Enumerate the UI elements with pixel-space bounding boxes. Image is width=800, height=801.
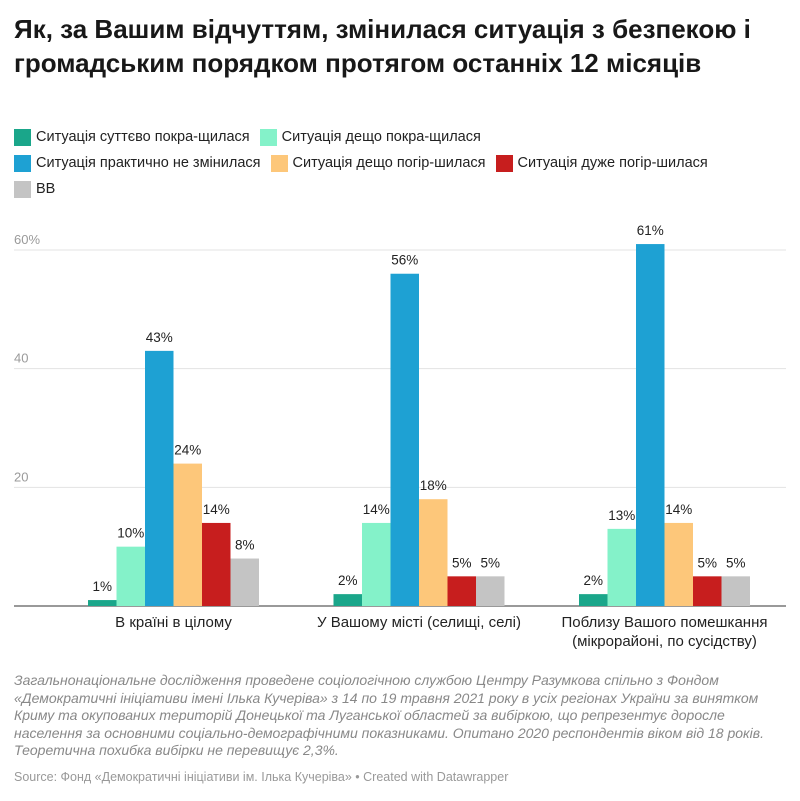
bar (116, 546, 145, 606)
bar (333, 594, 362, 606)
bar (447, 576, 476, 606)
bar-value-label: 14% (665, 502, 692, 517)
y-tick-label: 60% (14, 232, 40, 247)
bar-value-label: 56% (391, 253, 418, 268)
legend-item: Ситуація практично не змінилася (14, 154, 261, 172)
legend-swatch (270, 154, 288, 172)
bar-chart: 20 40 60% 1% 10% 43% 24% 14% 8% В країні в цілому… (14, 223, 786, 650)
legend-swatch (14, 154, 31, 172)
bar-value-label: 5% (697, 555, 717, 570)
x-category-label: У Вашому місті (селищі, селі) (317, 614, 521, 631)
bar (202, 522, 231, 606)
legend-swatch (495, 154, 513, 172)
chart-notes: Загальнонаціональне дослідження проведен… (14, 672, 764, 758)
bar-value-label: 5% (480, 555, 500, 570)
bar-value-label: 2% (338, 573, 358, 588)
bar-value-label: 10% (117, 526, 144, 541)
bar (579, 594, 608, 606)
bar (607, 528, 636, 606)
bar (693, 576, 722, 606)
bar (362, 522, 391, 606)
bar (721, 576, 750, 606)
bar-value-label: 18% (420, 478, 447, 493)
legend-item: ВВ (14, 180, 56, 198)
legend-label: Ситуація дуже погір-шилася (517, 155, 708, 171)
bar-value-label: 5% (726, 555, 746, 570)
x-category-label: (мікрорайоні, по сусідству) (572, 633, 757, 650)
legend-label: Ситуація практично не змінилася (36, 155, 261, 171)
chart-source: Source: Фонд «Демократичні ініціативи ім… (14, 770, 509, 784)
legend-item: Ситуація дуже погір-шилася (495, 154, 708, 172)
legend-label: Ситуація суттєво покра-щилася (36, 129, 250, 145)
bar-value-label: 14% (363, 502, 390, 517)
bar (88, 600, 117, 606)
bar (173, 463, 202, 606)
legend-label: Ситуація дещо погір-шилася (292, 155, 486, 171)
bar-value-label: 2% (583, 573, 603, 588)
bar-value-label: 24% (174, 443, 201, 458)
bar-value-label: 43% (146, 330, 173, 345)
bar-value-label: 61% (637, 223, 664, 238)
bar (664, 522, 693, 606)
legend-row: Ситуація практично не змінилася Ситуація … (14, 150, 794, 176)
bar (230, 558, 259, 606)
legend-label: ВВ (36, 181, 56, 197)
bar (636, 244, 665, 607)
bar-value-label: 8% (235, 538, 255, 553)
legend-label: Ситуація дещо покра-щилася (281, 129, 481, 145)
bar-value-label: 13% (608, 508, 635, 523)
y-tick-label: 20 (14, 469, 28, 484)
legend-row: ВВ (14, 176, 794, 202)
bar (145, 350, 174, 606)
bar-value-label: 1% (92, 579, 112, 594)
legend-item: Ситуація дещо покра-щилася (259, 128, 481, 146)
y-tick-label: 40 (14, 351, 28, 366)
legend-item: Ситуація дещо погір-шилася (270, 154, 486, 172)
chart-title: Як, за Вашим відчуттям, змінилася ситуац… (14, 14, 751, 78)
x-category-label: Поблизу Вашого помешкання (561, 614, 767, 631)
bar-value-label: 14% (203, 502, 230, 517)
x-category-label: В країні в цілому (115, 614, 232, 631)
chart-legend: Ситуація суттєво покра-щилася Ситуація де… (14, 124, 794, 202)
bar-value-label: 5% (452, 555, 472, 570)
bar (419, 499, 448, 606)
legend-item: Ситуація суттєво покра-щилася (14, 128, 250, 146)
legend-swatch (14, 180, 31, 198)
bar (476, 576, 505, 606)
legend-row: Ситуація суттєво покра-щилася Ситуація де… (14, 124, 794, 150)
bar (390, 273, 419, 606)
legend-swatch (259, 128, 277, 146)
legend-swatch (14, 128, 31, 146)
